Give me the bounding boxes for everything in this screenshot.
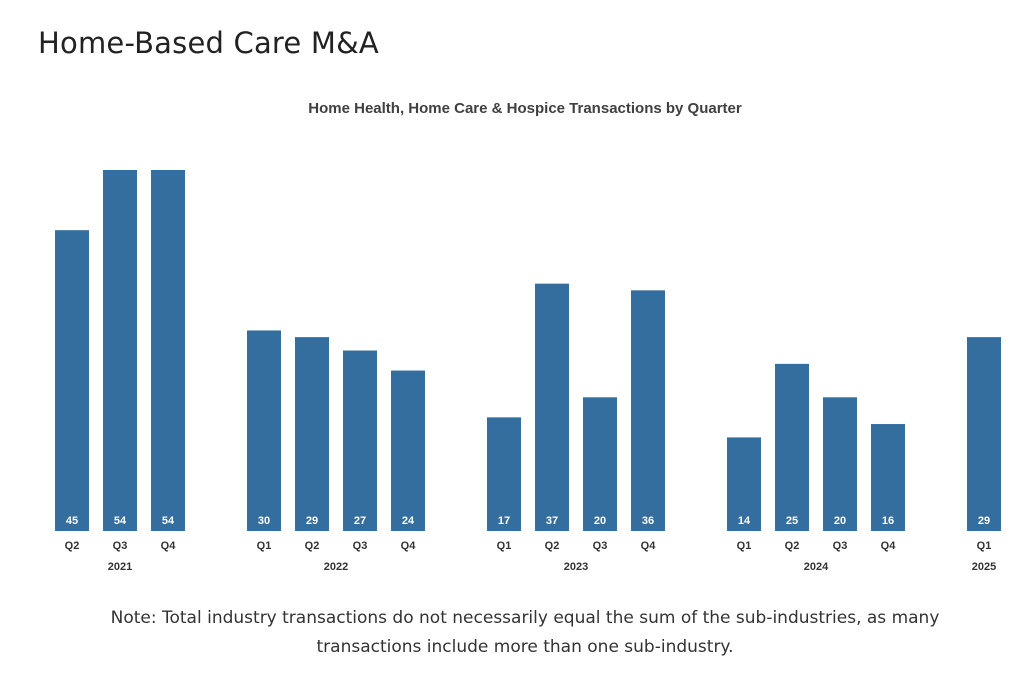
- bar-value-label: 29: [306, 515, 318, 527]
- quarter-tick-label: Q3: [833, 540, 848, 552]
- year-tick-label: 2024: [804, 561, 829, 573]
- bar-2023-q1: [487, 417, 521, 531]
- quarter-tick-label: Q2: [65, 540, 80, 552]
- bar-value-label: 54: [162, 515, 175, 527]
- quarter-tick-label: Q1: [497, 540, 512, 552]
- bar-value-label: 17: [498, 515, 510, 527]
- bar-value-label: 29: [978, 515, 990, 527]
- bar-value-label: 20: [594, 515, 606, 527]
- quarter-tick-label: Q2: [785, 540, 800, 552]
- quarter-tick-label: Q2: [305, 540, 320, 552]
- quarter-tick-label: Q3: [113, 540, 128, 552]
- bar-value-label: 37: [546, 515, 558, 527]
- bar-value-label: 36: [642, 515, 654, 527]
- year-tick-label: 2022: [324, 561, 348, 573]
- labels-layer: 45 Q2 54 Q3 54 Q4 2021 30 Q1 29 Q2 27 Q3 24 Q4 2022 17 Q1…: [65, 515, 997, 573]
- bar-2021-q2: [55, 230, 89, 531]
- quarter-tick-label: Q4: [641, 540, 657, 552]
- bar-2023-q2: [535, 283, 569, 531]
- quarter-tick-label: Q3: [353, 540, 368, 552]
- bar-value-label: 45: [66, 515, 78, 527]
- bar-value-label: 16: [882, 515, 894, 527]
- page-title: Home-Based Care M&A: [38, 26, 379, 60]
- bar-value-label: 14: [738, 515, 751, 527]
- chart-title: Home Health, Home Care & Hospice Transac…: [308, 100, 742, 117]
- year-tick-label: 2021: [108, 561, 132, 573]
- bar-value-label: 20: [834, 515, 846, 527]
- quarter-tick-label: Q4: [881, 540, 897, 552]
- quarter-tick-label: Q4: [401, 540, 417, 552]
- bar-2024-q4: [871, 424, 905, 531]
- bars-layer: [55, 170, 1001, 531]
- bar-2022-q2: [295, 337, 329, 531]
- bar-value-label: 54: [114, 515, 127, 527]
- quarter-tick-label: Q3: [593, 540, 608, 552]
- footnote: Note: Total industry transactions do not…: [110, 608, 940, 657]
- bar-value-label: 24: [402, 515, 415, 527]
- quarter-tick-label: Q1: [257, 540, 272, 552]
- year-tick-label: 2023: [564, 561, 588, 573]
- bar-value-label: 27: [354, 515, 366, 527]
- bar-2024-q1: [727, 437, 761, 531]
- bar-2023-q4: [631, 290, 665, 531]
- bar-2021-q4: [151, 170, 185, 531]
- bar-value-label: 25: [786, 515, 798, 527]
- bar-value-label: 30: [258, 515, 270, 527]
- bar-2025-q1: [967, 337, 1001, 531]
- quarter-tick-label: Q1: [737, 540, 752, 552]
- bar-2022-q3: [343, 350, 377, 531]
- bar-2021-q3: [103, 170, 137, 531]
- bar-2022-q4: [391, 370, 425, 531]
- quarter-tick-label: Q2: [545, 540, 560, 552]
- bar-2022-q1: [247, 330, 281, 531]
- quarter-tick-label: Q4: [161, 540, 177, 552]
- year-tick-label: 2025: [972, 561, 996, 573]
- quarter-tick-label: Q1: [977, 540, 992, 552]
- chart: Home Health, Home Care & Hospice Transac…: [55, 100, 1001, 573]
- bar-2023-q3: [583, 397, 617, 531]
- bar-2024-q2: [775, 363, 809, 531]
- bar-2024-q3: [823, 397, 857, 531]
